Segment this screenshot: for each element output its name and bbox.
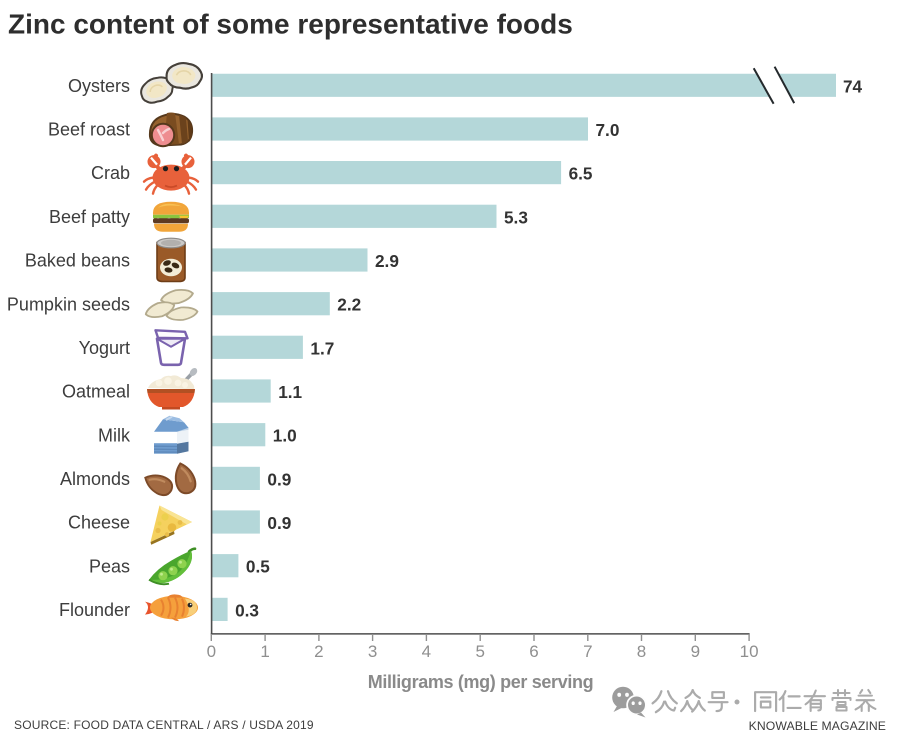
svg-text:3: 3 <box>368 642 377 661</box>
svg-text:7: 7 <box>583 642 592 661</box>
svg-text:0.5: 0.5 <box>246 557 270 577</box>
svg-text:Milk: Milk <box>98 425 131 445</box>
svg-text:Beef patty: Beef patty <box>49 207 130 227</box>
svg-text:10: 10 <box>740 642 759 661</box>
svg-text:6.5: 6.5 <box>569 164 593 184</box>
svg-text:Yogurt: Yogurt <box>79 338 130 358</box>
svg-text:Cheese: Cheese <box>68 513 130 533</box>
svg-text:Pumpkin seeds: Pumpkin seeds <box>7 294 130 314</box>
svg-text:0.9: 0.9 <box>267 469 291 489</box>
svg-text:5.3: 5.3 <box>504 207 528 227</box>
svg-text:9: 9 <box>691 642 700 661</box>
svg-text:4: 4 <box>422 642 431 661</box>
svg-text:1.1: 1.1 <box>278 382 302 402</box>
svg-text:Flounder: Flounder <box>59 600 130 620</box>
svg-text:Almonds: Almonds <box>60 469 130 489</box>
svg-text:SOURCE: FOOD DATA CENTRAL / AR: SOURCE: FOOD DATA CENTRAL / ARS / USDA 2… <box>14 718 314 732</box>
svg-text:74: 74 <box>843 76 863 96</box>
svg-text:Milligrams (mg) per serving: Milligrams (mg) per serving <box>368 672 594 692</box>
svg-text:0.9: 0.9 <box>267 513 291 533</box>
svg-text:6: 6 <box>529 642 538 661</box>
svg-text:Baked beans: Baked beans <box>25 251 130 271</box>
svg-text:2.9: 2.9 <box>375 251 399 271</box>
svg-text:5: 5 <box>475 642 484 661</box>
svg-text:0.3: 0.3 <box>235 600 259 620</box>
svg-text:2.2: 2.2 <box>337 295 361 315</box>
svg-text:Oatmeal: Oatmeal <box>62 382 130 402</box>
svg-text:8: 8 <box>637 642 646 661</box>
svg-text:KNOWABLE MAGAZINE: KNOWABLE MAGAZINE <box>749 719 886 733</box>
svg-text:Peas: Peas <box>89 556 130 576</box>
svg-text:2: 2 <box>314 642 323 661</box>
svg-text:1.0: 1.0 <box>273 426 297 446</box>
svg-text:1: 1 <box>260 642 269 661</box>
svg-text:Beef roast: Beef roast <box>48 120 130 140</box>
svg-text:Zinc content of some represent: Zinc content of some representative food… <box>8 9 573 40</box>
svg-text:Oysters: Oysters <box>68 76 130 96</box>
svg-text:1.7: 1.7 <box>310 338 334 358</box>
svg-text:Crab: Crab <box>91 163 130 183</box>
svg-text:0: 0 <box>207 642 216 661</box>
svg-text:7.0: 7.0 <box>596 120 620 140</box>
